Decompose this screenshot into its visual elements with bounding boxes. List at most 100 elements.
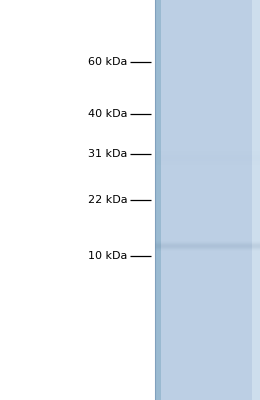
- Bar: [155, 263, 260, 264]
- Bar: [208, 0, 209, 400]
- Bar: [229, 0, 230, 400]
- Bar: [155, 237, 260, 238]
- Bar: [167, 0, 168, 400]
- Bar: [178, 0, 179, 400]
- Bar: [155, 249, 260, 250]
- Bar: [243, 0, 244, 400]
- Bar: [155, 261, 260, 262]
- Bar: [155, 257, 260, 258]
- Bar: [155, 147, 260, 148]
- Text: 22 kDa: 22 kDa: [88, 195, 127, 205]
- Bar: [241, 0, 242, 400]
- Bar: [177, 0, 178, 400]
- Bar: [198, 0, 199, 400]
- Bar: [242, 0, 243, 400]
- Bar: [192, 0, 193, 400]
- Bar: [168, 0, 169, 400]
- Bar: [202, 0, 203, 400]
- Bar: [155, 220, 260, 221]
- Bar: [155, 243, 260, 244]
- Bar: [244, 0, 245, 400]
- Bar: [161, 0, 162, 400]
- Bar: [219, 0, 220, 400]
- Bar: [247, 0, 248, 400]
- Bar: [155, 250, 260, 252]
- Bar: [155, 247, 260, 248]
- Text: 60 kDa: 60 kDa: [88, 57, 127, 67]
- Bar: [155, 234, 260, 235]
- Bar: [155, 244, 260, 245]
- Bar: [155, 245, 260, 246]
- Bar: [251, 0, 252, 400]
- Bar: [155, 224, 260, 225]
- Bar: [155, 260, 260, 261]
- Bar: [155, 256, 260, 257]
- Bar: [160, 0, 161, 400]
- Bar: [157, 0, 158, 400]
- Bar: [155, 262, 260, 263]
- Bar: [159, 0, 160, 400]
- Bar: [254, 0, 255, 400]
- Bar: [162, 0, 163, 400]
- Bar: [210, 0, 211, 400]
- Bar: [155, 253, 260, 254]
- Bar: [255, 0, 256, 400]
- Bar: [164, 0, 165, 400]
- Bar: [175, 0, 176, 400]
- Bar: [155, 219, 260, 220]
- Bar: [165, 0, 166, 400]
- Bar: [172, 0, 173, 400]
- Text: 31 kDa: 31 kDa: [88, 149, 127, 159]
- Bar: [234, 0, 235, 400]
- Bar: [155, 271, 260, 272]
- Bar: [171, 0, 172, 400]
- Bar: [187, 0, 188, 400]
- Bar: [232, 0, 233, 400]
- Bar: [155, 231, 260, 232]
- Bar: [155, 160, 260, 161]
- Bar: [205, 0, 206, 400]
- Bar: [155, 152, 260, 153]
- Bar: [186, 0, 187, 400]
- Bar: [249, 0, 250, 400]
- Bar: [197, 0, 198, 400]
- Bar: [224, 0, 225, 400]
- Bar: [155, 145, 260, 146]
- Bar: [188, 0, 189, 400]
- Bar: [235, 0, 236, 400]
- Bar: [163, 0, 164, 400]
- Bar: [155, 246, 260, 247]
- Bar: [245, 0, 246, 400]
- Bar: [184, 0, 185, 400]
- Bar: [158, 0, 159, 400]
- Bar: [174, 0, 175, 400]
- Bar: [155, 146, 260, 147]
- Bar: [191, 0, 192, 400]
- Bar: [155, 159, 260, 160]
- Bar: [169, 0, 170, 400]
- Bar: [155, 228, 260, 229]
- Bar: [214, 0, 215, 400]
- Bar: [228, 0, 229, 400]
- Bar: [194, 0, 195, 400]
- Bar: [248, 0, 249, 400]
- Bar: [183, 0, 184, 400]
- Text: 40 kDa: 40 kDa: [88, 109, 127, 119]
- Bar: [155, 154, 260, 155]
- Bar: [216, 0, 217, 400]
- Bar: [182, 0, 183, 400]
- Bar: [230, 0, 231, 400]
- Bar: [155, 238, 260, 239]
- Bar: [155, 239, 260, 240]
- Bar: [155, 225, 260, 226]
- Bar: [170, 0, 171, 400]
- Bar: [155, 233, 260, 234]
- Bar: [236, 0, 237, 400]
- Bar: [196, 0, 197, 400]
- Bar: [218, 0, 219, 400]
- Bar: [155, 161, 260, 162]
- Bar: [155, 236, 260, 237]
- Bar: [155, 255, 260, 256]
- Bar: [155, 254, 260, 255]
- Bar: [155, 155, 260, 156]
